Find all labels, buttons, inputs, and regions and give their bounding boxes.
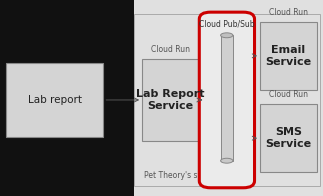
Text: Cloud Run: Cloud Run [151, 45, 190, 54]
Text: SMS
Service: SMS Service [265, 127, 311, 149]
Text: Email
Service: Email Service [265, 45, 311, 67]
FancyBboxPatch shape [134, 0, 323, 196]
Ellipse shape [221, 33, 233, 38]
FancyBboxPatch shape [221, 35, 233, 161]
Text: Pet Theory's system: Pet Theory's system [144, 171, 221, 180]
Text: Cloud Run: Cloud Run [269, 90, 308, 99]
Ellipse shape [221, 158, 233, 163]
FancyBboxPatch shape [142, 59, 199, 141]
Text: Lab Report
Service: Lab Report Service [136, 89, 205, 111]
FancyBboxPatch shape [199, 12, 255, 188]
FancyBboxPatch shape [0, 0, 134, 196]
FancyBboxPatch shape [260, 104, 317, 172]
FancyBboxPatch shape [6, 63, 103, 137]
Text: Lab report: Lab report [28, 95, 82, 105]
FancyBboxPatch shape [260, 22, 317, 90]
Text: Cloud Pub/Sub: Cloud Pub/Sub [199, 20, 255, 29]
Text: Cloud Run: Cloud Run [269, 8, 308, 17]
